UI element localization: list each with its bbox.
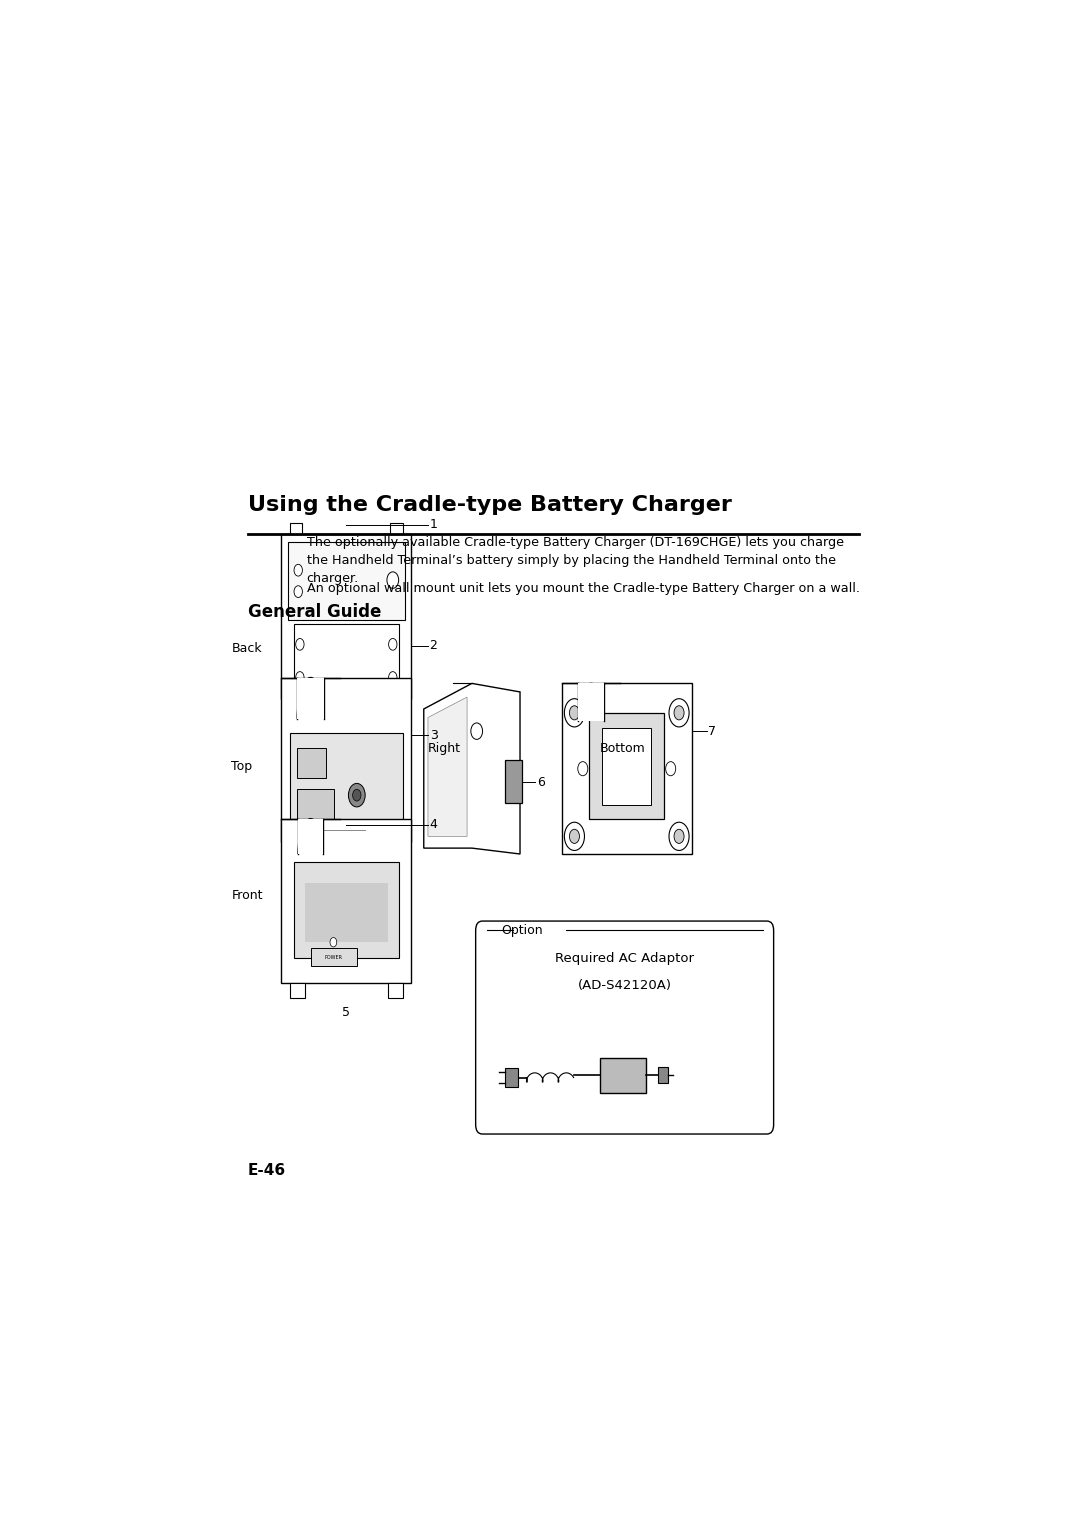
Bar [390,524,403,533]
Circle shape [296,639,305,651]
Circle shape [665,761,676,776]
Bar [602,727,651,805]
Bar [578,683,605,721]
Text: Top: Top [231,759,253,773]
Text: 6: 6 [537,776,544,788]
Circle shape [569,830,580,843]
Bar [294,625,399,688]
Circle shape [471,723,483,740]
Text: The optionally available Cradle-type Battery Charger (DT-169CHGE) lets you charg: The optionally available Cradle-type Bat… [307,536,843,585]
Circle shape [330,938,337,947]
Text: 3: 3 [430,729,437,741]
Circle shape [352,790,361,801]
Text: Option: Option [501,924,543,937]
Text: (AD-S42120A): (AD-S42120A) [578,979,672,992]
Text: E-46: E-46 [248,1163,286,1178]
Bar [298,819,323,854]
Text: 2: 2 [430,639,437,652]
Circle shape [349,784,365,807]
FancyBboxPatch shape [294,862,399,958]
Circle shape [674,706,684,720]
Text: 4: 4 [430,817,437,831]
Polygon shape [428,697,467,836]
Text: POWER: POWER [324,955,342,960]
Bar [505,1068,518,1086]
Text: General Guide: General Guide [248,604,381,622]
Bar [305,883,388,943]
Bar [289,524,302,533]
Text: Right: Right [428,743,461,755]
Text: An optional wall mount unit lets you mount the Cradle-type Battery Charger on a : An optional wall mount unit lets you mou… [307,582,860,596]
Bar [282,533,411,698]
Bar [599,1057,646,1093]
Bar [282,819,411,984]
Text: Using the Cradle-type Battery Charger: Using the Cradle-type Battery Charger [248,495,732,515]
Bar [658,1067,669,1083]
Bar [590,714,664,819]
FancyBboxPatch shape [475,921,773,1134]
Bar [289,984,305,998]
Bar [297,749,326,778]
Bar [384,698,401,714]
Text: Front: Front [231,889,262,903]
Bar [505,759,522,802]
Circle shape [669,698,689,727]
Circle shape [387,571,399,588]
Circle shape [669,822,689,851]
Circle shape [294,585,302,597]
Bar [289,842,305,856]
Bar [388,984,403,998]
Circle shape [674,830,684,843]
Bar [297,677,324,718]
Circle shape [294,564,302,576]
Text: Back: Back [231,642,261,656]
Bar [292,698,308,714]
Circle shape [569,706,580,720]
Bar [297,790,334,825]
Text: Required AC Adaptor: Required AC Adaptor [555,952,694,964]
Text: 1: 1 [430,518,437,532]
Text: Bottom: Bottom [599,743,645,755]
Bar [289,733,403,833]
Bar [562,683,691,854]
Circle shape [296,672,305,683]
Circle shape [389,672,397,683]
Circle shape [565,822,584,851]
Bar [388,842,403,856]
Circle shape [578,761,588,776]
Bar [288,542,405,620]
Circle shape [389,639,397,651]
Text: 5: 5 [342,1007,350,1019]
Polygon shape [423,683,521,854]
Bar [282,677,411,842]
Circle shape [565,698,584,727]
Text: 7: 7 [708,724,716,738]
Bar [311,947,356,966]
